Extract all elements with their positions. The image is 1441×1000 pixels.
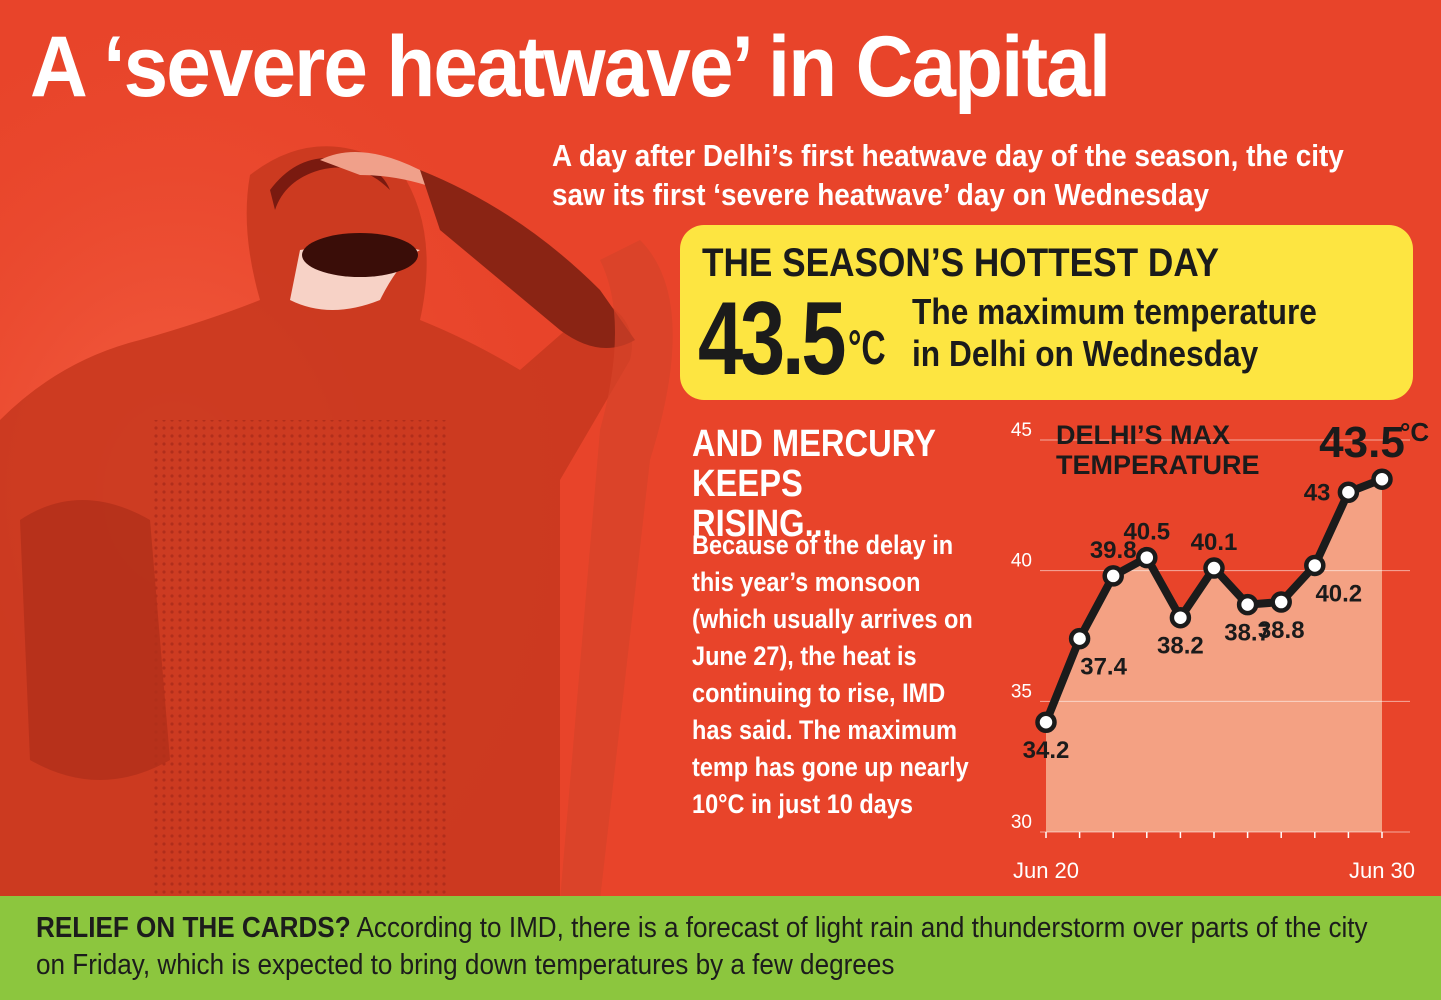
- data-label: 39.8: [1090, 537, 1137, 564]
- hottest-day-value: 43.5: [698, 281, 847, 397]
- hottest-day-box: THE SEASON’S HOTTEST DAY 43.5 °C The max…: [680, 225, 1413, 400]
- data-point: [1371, 468, 1393, 490]
- data-point: [1102, 565, 1124, 587]
- data-point: [1203, 557, 1225, 579]
- data-label: 34.2: [1023, 737, 1070, 764]
- data-label: 43: [1304, 479, 1331, 506]
- y-tick-label: 40: [1011, 551, 1032, 572]
- data-label-unit: °C: [1400, 417, 1429, 447]
- rising-heading: AND MERCURY KEEPS RISING...: [692, 423, 936, 545]
- data-point: [1035, 711, 1057, 733]
- data-point: [1236, 593, 1259, 616]
- rising-body: Because of the delay in this year’s mons…: [692, 530, 973, 819]
- data-point: [1270, 591, 1292, 613]
- data-label: 38.2: [1157, 633, 1204, 660]
- data-label: 40.5: [1123, 519, 1170, 546]
- data-point: [1304, 554, 1326, 577]
- footer-lead: RELIEF ON THE CARDS?: [36, 912, 351, 944]
- x-tick-label: Jun 20: [1013, 858, 1079, 883]
- data-point: [1169, 606, 1192, 629]
- hottest-day-description: The maximum temperature in Delhi on Wedn…: [912, 291, 1317, 374]
- footer-text: RELIEF ON THE CARDS? According to IMD, t…: [36, 910, 1386, 984]
- y-tick-label: 35: [1011, 681, 1032, 702]
- hottest-day-title: THE SEASON’S HOTTEST DAY: [702, 241, 1219, 285]
- person-silhouette: [0, 146, 673, 900]
- x-tick-label: Jun 30: [1349, 858, 1415, 883]
- footer-banner: RELIEF ON THE CARDS? According to IMD, t…: [0, 896, 1441, 1000]
- deck-subtitle: A day after Delhi’s first heatwave day o…: [552, 138, 1344, 212]
- chart-title: DELHI’S MAX TEMPERATURE: [1056, 420, 1260, 480]
- footer-body: According to IMD, there is a forecast of…: [36, 912, 1368, 981]
- y-tick-label: 30: [1011, 812, 1032, 833]
- data-point: [1068, 627, 1091, 650]
- data-label: 37.4: [1080, 654, 1127, 681]
- data-label: 40.1: [1191, 529, 1238, 556]
- data-label: 38.7: [1224, 620, 1271, 647]
- data-label: 40.2: [1315, 580, 1362, 607]
- data-point: [1337, 481, 1360, 504]
- data-point: [1136, 546, 1158, 569]
- headline: A ‘severe heatwave’ in Capital: [30, 19, 1111, 115]
- data-label: 43.5: [1319, 418, 1405, 467]
- y-tick-label: 45: [1011, 420, 1032, 441]
- data-label: 38.8: [1258, 617, 1305, 644]
- hottest-day-unit: °C: [848, 322, 886, 375]
